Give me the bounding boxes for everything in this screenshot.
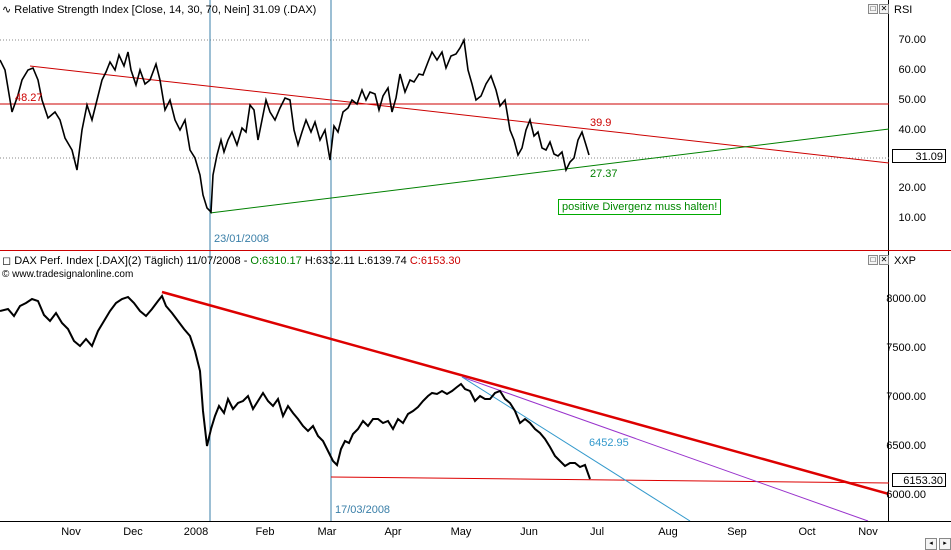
dax-close: C:6153.30 xyxy=(409,255,461,267)
rsi-pane[interactable]: ∿ Relative Strength Index [Close, 14, 30… xyxy=(0,0,951,251)
month-label: Dec xyxy=(123,526,143,538)
rsi-axis-title: RSI xyxy=(894,4,913,16)
dax-target-label: 6452.95 xyxy=(589,437,629,449)
rsi-support-trendline xyxy=(209,128,889,214)
dax-pane[interactable]: ◻ DAX Perf. Index [.DAX](2) Täglich) 11/… xyxy=(0,251,951,521)
month-label: Apr xyxy=(384,526,402,538)
rsi-tick: 40.00 xyxy=(898,124,926,136)
time-axis[interactable]: Nov Dec 2008 Feb Mar Apr May Jun Jul Aug… xyxy=(0,521,951,550)
zoom-out-icon[interactable]: ◂ xyxy=(925,538,937,550)
rsi-line xyxy=(0,37,590,214)
dax-tick: 6500.00 xyxy=(886,440,926,452)
rsi-chart xyxy=(0,0,889,250)
dax-tick: 7000.00 xyxy=(886,391,926,403)
indicator-icon: ∿ xyxy=(2,4,12,16)
dax-high-low: H:6332.11 L:6139.74 xyxy=(301,255,410,267)
corner-buttons: ◂ ▸ xyxy=(925,538,951,550)
minimize-icon[interactable]: □ xyxy=(868,255,878,265)
dax-blue-trendline xyxy=(461,376,691,521)
dax-tick: 8000.00 xyxy=(886,293,926,305)
dax-source-text: www.tradesignalonline.com xyxy=(12,269,134,280)
rsi-support-value-label: 27.37 xyxy=(590,168,618,180)
month-label: Oct xyxy=(798,526,816,538)
rsi-date-label: 23/01/2008 xyxy=(214,233,270,245)
dax-support-line xyxy=(330,476,889,484)
month-label: Feb xyxy=(255,526,275,538)
dax-header-prefix: DAX Perf. Index [.DAX](2) Täglich) 11/07… xyxy=(14,255,251,267)
dax-window-buttons: □ ✕ xyxy=(868,255,889,265)
month-label: Sep xyxy=(727,526,747,538)
month-label: Nov xyxy=(61,526,81,538)
rsi-level-label: 48.27 xyxy=(15,92,43,104)
month-label: Jul xyxy=(589,526,605,538)
zoom-in-icon[interactable]: ▸ xyxy=(939,538,951,550)
dax-current-value-box: 6153.30 xyxy=(892,473,946,487)
month-label: May xyxy=(450,526,472,538)
month-label: Mar xyxy=(317,526,337,538)
rsi-tick: 70.00 xyxy=(898,34,926,46)
dax-resistance-trendline xyxy=(161,290,889,496)
dax-value-axis[interactable]: XXP 8000.00 7500.00 7000.00 6500.00 6000… xyxy=(886,251,951,521)
month-label: Aug xyxy=(658,526,678,538)
dax-open: O:6310.17 xyxy=(250,255,302,267)
dax-date-label: 17/03/2008 xyxy=(335,504,391,516)
rsi-tick: 20.00 xyxy=(898,182,926,194)
rsi-resistance-trendline xyxy=(29,65,889,164)
rsi-header-text: Relative Strength Index [Close, 14, 30, … xyxy=(14,4,317,16)
rsi-window-buttons: □ ✕ xyxy=(868,4,889,14)
rsi-tick: 50.00 xyxy=(898,94,926,106)
rsi-tick: 10.00 xyxy=(898,212,926,224)
close-icon[interactable]: ✕ xyxy=(879,255,889,265)
rsi-trend-value-label: 39.9 xyxy=(590,117,612,129)
rsi-plot-area[interactable]: ∿ Relative Strength Index [Close, 14, 30… xyxy=(0,0,889,250)
dax-axis-title: XXP xyxy=(894,255,917,267)
chart-icon: ◻ xyxy=(2,255,12,267)
dax-header: ◻ DAX Perf. Index [.DAX](2) Täglich) 11/… xyxy=(2,254,461,267)
dax-source: © www.tradesignalonline.com xyxy=(2,269,133,280)
dax-price-path xyxy=(0,294,591,480)
close-icon[interactable]: ✕ xyxy=(879,4,889,14)
dax-plot-area[interactable]: ◻ DAX Perf. Index [.DAX](2) Täglich) 11/… xyxy=(0,251,889,521)
month-label: 2008 xyxy=(183,526,209,538)
rsi-header: ∿ Relative Strength Index [Close, 14, 30… xyxy=(2,3,316,16)
minimize-icon[interactable]: □ xyxy=(868,4,878,14)
month-label: Jun xyxy=(520,526,538,538)
dax-tick: 7500.00 xyxy=(886,342,926,354)
dax-purple-trendline xyxy=(461,376,869,521)
rsi-tick: 60.00 xyxy=(898,64,926,76)
rsi-note-box: positive Divergenz muss halten! xyxy=(558,199,722,215)
month-label: Nov xyxy=(858,526,878,538)
copyright-icon: © xyxy=(2,269,10,280)
rsi-current-value-box: 31.09 xyxy=(892,149,946,163)
dax-tick: 6000.00 xyxy=(886,489,926,501)
dax-chart xyxy=(0,251,889,521)
rsi-value-axis[interactable]: RSI 70.00 60.00 50.00 40.00 20.00 10.00 … xyxy=(889,0,951,250)
